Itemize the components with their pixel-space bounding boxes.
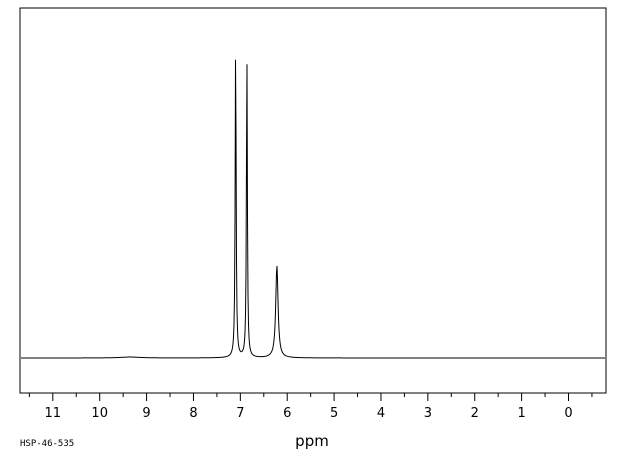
x-tick-label-9: 9 [142, 406, 150, 421]
x-tick-label-7: 7 [236, 406, 244, 421]
x-tick-label-6: 6 [283, 406, 291, 421]
x-tick-label-0: 0 [564, 406, 572, 421]
x-axis-tick-labels: 11 10 9 8 7 6 5 4 3 2 1 0 [45, 406, 573, 421]
x-tick-label-10: 10 [91, 406, 108, 421]
x-axis-label: ppm [295, 432, 329, 450]
x-axis-ticks [28, 393, 593, 401]
x-tick-label-4: 4 [377, 406, 385, 421]
spectrum-code-label: HSP-46-535 [20, 439, 74, 449]
plot-frame [19, 7, 607, 394]
spectrum-line [21, 59, 605, 359]
x-tick-label-5: 5 [330, 406, 338, 421]
x-tick-label-1: 1 [517, 406, 525, 421]
x-tick-label-2: 2 [471, 406, 479, 421]
x-tick-label-8: 8 [189, 406, 197, 421]
x-tick-label-11: 11 [45, 406, 62, 421]
x-tick-label-3: 3 [424, 406, 432, 421]
